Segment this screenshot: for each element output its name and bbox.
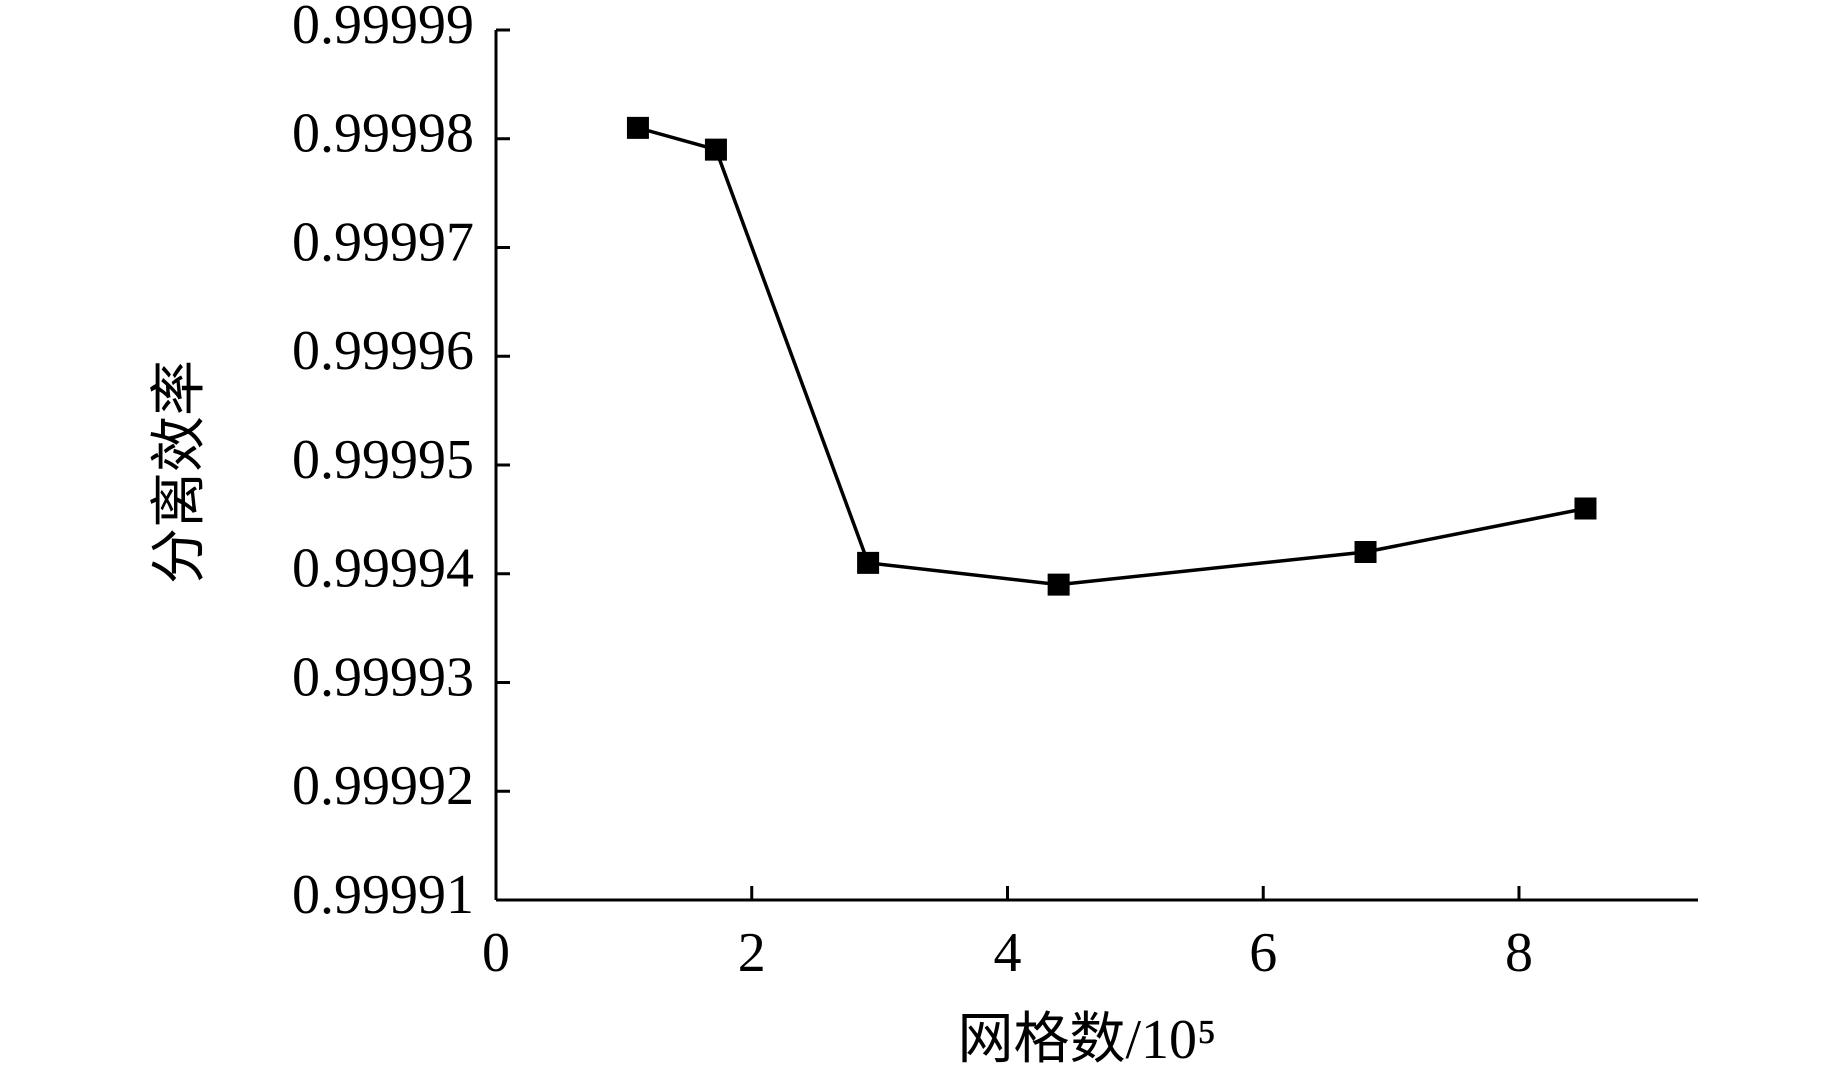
x-tick-label: 0: [482, 922, 510, 984]
marker: [1354, 541, 1377, 563]
y-tick-label: 0.99997: [292, 211, 474, 273]
y-tick-label: 0.99994: [292, 538, 474, 600]
x-tick-label: 2: [738, 922, 766, 984]
x-tick-label: 4: [993, 922, 1021, 984]
marker: [1047, 573, 1070, 596]
marker: [704, 138, 727, 161]
x-tick-label: 6: [1249, 922, 1277, 984]
marker: [626, 116, 649, 139]
line: [637, 126, 1586, 587]
y-tick-label: 0.99995: [292, 429, 474, 491]
y-tick-label: 0.99999: [292, 0, 474, 56]
y-axis-title: 分离效率: [149, 360, 211, 584]
x-axis-title: 网格数/10⁵: [957, 1009, 1216, 1071]
y-tick-label: 0.99992: [292, 755, 474, 817]
y-tick-label: 0.99996: [292, 320, 474, 382]
y-tick-label: 0.99998: [292, 103, 474, 165]
marker: [1574, 497, 1597, 520]
y-tick-label: 0.99991: [292, 864, 474, 926]
marker: [857, 551, 880, 574]
y-tick-label: 0.99993: [292, 646, 474, 708]
x-tick-label: 8: [1505, 922, 1533, 984]
